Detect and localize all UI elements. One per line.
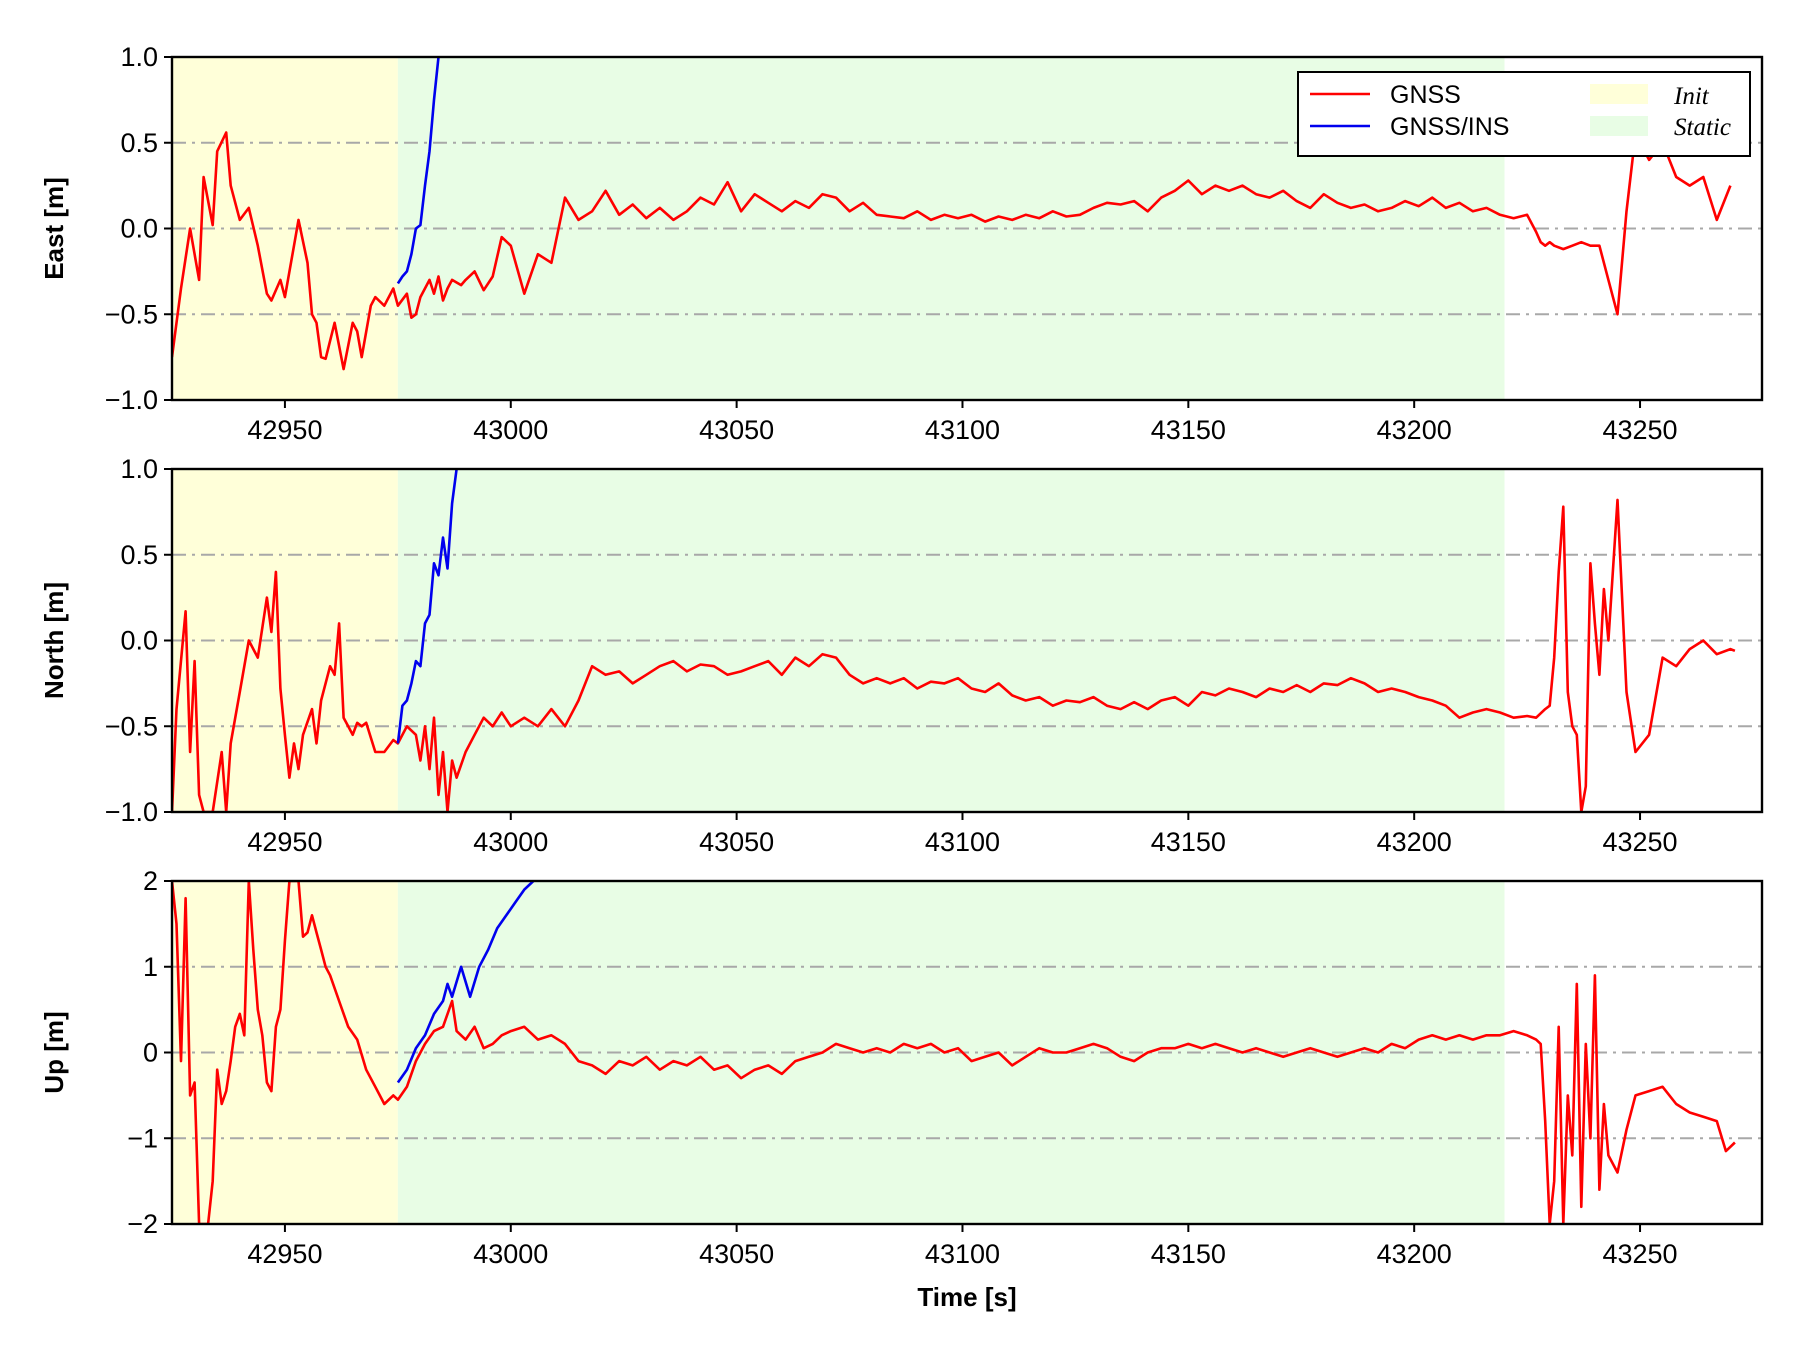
x-tick-label: 43050 — [699, 415, 774, 445]
y-tick-label: 1.0 — [120, 454, 158, 484]
y-tick-label: −2 — [127, 1209, 158, 1239]
y-tick-label: 0.0 — [120, 626, 158, 656]
panel-3: −2 −1 0 1 2 42950 43000 43050 43100 43150 43200 432… — [39, 866, 1764, 1269]
legend-init-label: Init — [1673, 83, 1710, 110]
x-tick-label: 43100 — [925, 415, 1000, 445]
x-axis-label: Time [s] — [917, 1282, 1016, 1312]
legend-static-label: Static — [1674, 114, 1731, 141]
legend-box — [1297, 71, 1751, 157]
legend: GNSS GNSS/INS Init Static — [1297, 71, 1751, 157]
series-gnss-line — [172, 498, 1736, 812]
series-gnss-ins-line — [396, 469, 458, 744]
y-tick-label: 0 — [143, 1038, 158, 1068]
x-tick-label: 42950 — [247, 827, 322, 857]
legend-gnss-ins-label: GNSS/INS — [1390, 113, 1509, 141]
x-tick-label: 43150 — [1151, 827, 1226, 857]
legend-init-swatch — [1590, 84, 1648, 104]
series-gnss-line — [172, 881, 1736, 1224]
x-tick-label: 43000 — [473, 1239, 548, 1269]
series-gnss-ins-line — [396, 881, 535, 1084]
series-gnss-line — [172, 131, 1732, 371]
x-tick-label: 43250 — [1602, 827, 1677, 857]
x-tick-label: 43000 — [473, 827, 548, 857]
y-tick-label: 0.5 — [120, 540, 158, 570]
y-tick-label: −0.5 — [105, 299, 158, 329]
y-tick-label: 2 — [143, 866, 158, 896]
y-tick-label: 1 — [143, 952, 158, 982]
y-axis-label: Up [m] — [39, 1011, 69, 1093]
x-tick-label: 43000 — [473, 415, 548, 445]
y-axis-label: North [m] — [39, 582, 69, 699]
x-tick-label: 43050 — [699, 1239, 774, 1269]
legend-gnss-label: GNSS — [1390, 81, 1461, 109]
x-tick-label: 42950 — [247, 415, 322, 445]
x-tick-label: 43200 — [1377, 827, 1452, 857]
series-gnss-ins-line — [396, 57, 440, 285]
y-tick-label: −1.0 — [105, 797, 158, 827]
x-tick-label: 43200 — [1377, 1239, 1452, 1269]
x-tick-label: 43250 — [1602, 1239, 1677, 1269]
legend-static-swatch — [1590, 116, 1648, 136]
y-tick-label: −1 — [127, 1123, 158, 1153]
y-tick-label: 1.0 — [120, 42, 158, 72]
y-tick-label: −0.5 — [105, 711, 158, 741]
y-tick-label: 0.5 — [120, 128, 158, 158]
x-tick-label: 43150 — [1151, 415, 1226, 445]
x-tick-label: 43200 — [1377, 415, 1452, 445]
y-tick-label: −1.0 — [105, 385, 158, 415]
x-tick-label: 43100 — [925, 1239, 1000, 1269]
x-tick-label: 43250 — [1602, 415, 1677, 445]
x-tick-label: 43050 — [699, 827, 774, 857]
x-tick-label: 43100 — [925, 827, 1000, 857]
x-tick-label: 42950 — [247, 1239, 322, 1269]
panel-2: −1.0 −0.5 0.0 0.5 1.0 42950 43000 43050 43100 431… — [39, 454, 1764, 857]
y-tick-label: 0.0 — [120, 214, 158, 244]
y-axis-label: East [m] — [39, 177, 69, 280]
x-tick-label: 43150 — [1151, 1239, 1226, 1269]
